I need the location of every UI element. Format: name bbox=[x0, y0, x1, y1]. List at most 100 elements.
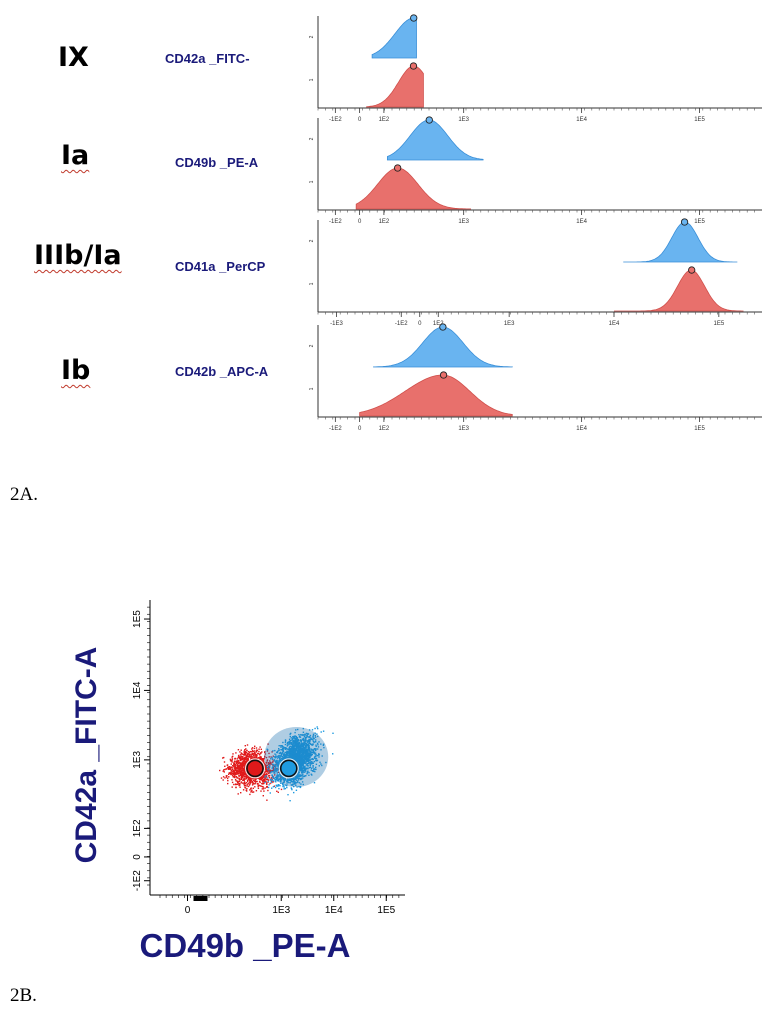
scatter-point bbox=[304, 733, 306, 735]
scatter-point bbox=[266, 771, 269, 773]
scatter-point bbox=[280, 775, 282, 777]
scatter-point bbox=[257, 757, 259, 759]
scatter-point bbox=[275, 756, 277, 758]
scatter-point bbox=[238, 780, 240, 783]
scatter-point bbox=[251, 748, 253, 750]
scatter-point bbox=[240, 781, 242, 783]
scatter-point bbox=[284, 787, 286, 790]
scatter-point bbox=[263, 779, 265, 781]
scatter-point bbox=[303, 760, 305, 762]
scatter-point bbox=[311, 753, 313, 756]
scatter-point bbox=[276, 751, 278, 754]
scatter-point bbox=[301, 744, 303, 747]
scatter-point bbox=[294, 751, 296, 753]
scatter-point bbox=[227, 782, 229, 785]
scatter-point bbox=[312, 740, 315, 743]
scatter-point bbox=[298, 765, 300, 768]
scatter-point bbox=[299, 749, 302, 751]
scatter-point bbox=[243, 762, 245, 764]
scatter-point bbox=[260, 785, 262, 787]
scatter-point bbox=[297, 773, 299, 775]
scatter-point bbox=[305, 746, 307, 748]
scatter-point bbox=[241, 753, 244, 755]
scatter-point bbox=[304, 752, 307, 755]
scatter-point bbox=[287, 752, 289, 754]
scatter-point bbox=[258, 780, 261, 783]
scatter-point bbox=[257, 787, 260, 789]
scatter-point bbox=[316, 733, 318, 735]
scatter-point bbox=[300, 757, 302, 759]
scatter-point bbox=[220, 777, 223, 779]
scatter-point bbox=[298, 760, 300, 763]
scatter-point bbox=[237, 793, 239, 795]
red-median-marker bbox=[439, 371, 448, 379]
x-dense-ticks bbox=[193, 896, 208, 901]
scatter-point bbox=[246, 760, 248, 762]
scatter-point bbox=[296, 755, 298, 757]
scatter-point bbox=[306, 745, 309, 747]
scatter-point bbox=[230, 773, 232, 776]
scatter-point bbox=[332, 753, 334, 755]
scatter-point bbox=[262, 783, 264, 785]
scatter-point bbox=[245, 773, 247, 775]
scatter-point bbox=[236, 761, 239, 763]
scatter-point bbox=[259, 776, 261, 778]
scatter-point bbox=[219, 769, 221, 772]
scatter-point bbox=[264, 751, 266, 754]
scatter-point bbox=[299, 767, 302, 769]
scatter-point bbox=[315, 745, 317, 748]
scatter-point bbox=[274, 774, 276, 776]
scatter-point bbox=[292, 781, 294, 783]
scatter-point bbox=[291, 755, 293, 757]
scatter-point bbox=[276, 775, 278, 777]
scatter-point bbox=[279, 755, 281, 758]
scatter-point bbox=[243, 771, 245, 774]
scatter-point bbox=[293, 749, 295, 751]
scatter-point bbox=[301, 752, 303, 754]
scatter-point bbox=[278, 752, 281, 755]
scatter-point bbox=[301, 781, 304, 783]
scatter-point bbox=[303, 735, 306, 738]
scatter-point bbox=[290, 784, 292, 786]
scatter-point bbox=[314, 757, 316, 759]
scatter-point bbox=[311, 761, 313, 763]
scatter-point bbox=[293, 760, 295, 762]
scatter-point bbox=[286, 781, 288, 783]
scatter-point bbox=[245, 789, 248, 791]
scatter-point bbox=[254, 782, 256, 785]
scatter-point bbox=[264, 753, 267, 755]
scatter-point bbox=[275, 784, 277, 786]
scatter-point bbox=[284, 784, 286, 786]
scatter-point bbox=[252, 791, 254, 793]
scatter-point bbox=[308, 758, 310, 761]
scatter-point bbox=[298, 785, 300, 788]
scatter-point bbox=[255, 757, 257, 759]
scatter-point bbox=[304, 740, 307, 742]
scatter-point bbox=[270, 779, 272, 781]
scatter-point bbox=[302, 742, 305, 744]
scatter-point bbox=[315, 757, 318, 760]
scatter-point bbox=[286, 748, 288, 750]
scatter-point bbox=[282, 741, 284, 744]
scatter-point bbox=[250, 790, 253, 792]
scatter-point bbox=[277, 762, 280, 764]
scatter-point bbox=[301, 755, 303, 757]
scatter-point bbox=[265, 780, 267, 783]
scatter-point bbox=[301, 768, 303, 771]
scatter-point bbox=[295, 759, 298, 762]
scatter-point bbox=[307, 751, 309, 753]
scatter-point bbox=[254, 780, 256, 782]
scatter-point bbox=[272, 761, 274, 763]
scatter-point bbox=[240, 753, 243, 755]
scatter-point bbox=[289, 752, 291, 754]
scatter-point bbox=[260, 776, 263, 779]
scatter-point bbox=[284, 743, 287, 746]
scatter-point bbox=[275, 760, 277, 763]
scatter-point bbox=[284, 748, 287, 750]
scatter-point bbox=[286, 755, 288, 757]
scatter-point bbox=[236, 769, 238, 772]
scatter-point bbox=[301, 771, 304, 773]
median-halo bbox=[278, 758, 299, 779]
scatter-point bbox=[295, 754, 297, 756]
scatter-point bbox=[279, 773, 281, 776]
